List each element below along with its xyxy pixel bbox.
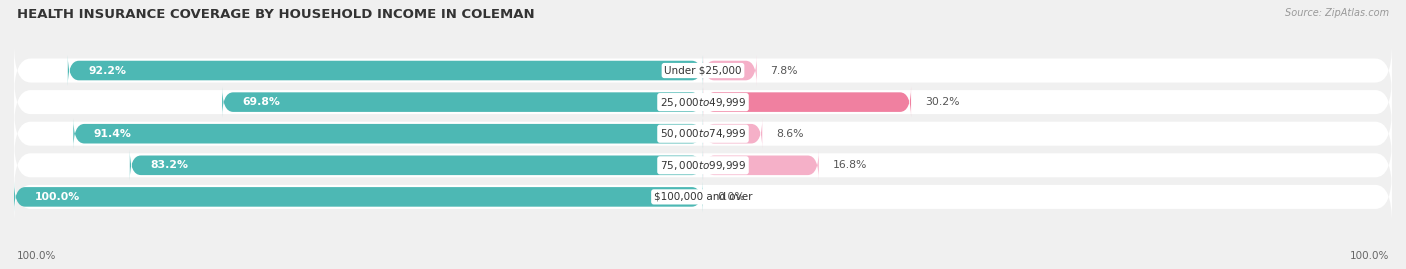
FancyBboxPatch shape [14, 76, 1392, 128]
FancyBboxPatch shape [14, 181, 703, 212]
FancyBboxPatch shape [14, 139, 1392, 191]
Text: $100,000 and over: $100,000 and over [654, 192, 752, 202]
Text: 30.2%: 30.2% [925, 97, 959, 107]
Text: 7.8%: 7.8% [770, 66, 799, 76]
FancyBboxPatch shape [14, 45, 1392, 96]
Text: 69.8%: 69.8% [243, 97, 281, 107]
Text: 100.0%: 100.0% [35, 192, 80, 202]
FancyBboxPatch shape [129, 150, 703, 181]
FancyBboxPatch shape [703, 87, 911, 118]
FancyBboxPatch shape [73, 118, 703, 149]
Text: HEALTH INSURANCE COVERAGE BY HOUSEHOLD INCOME IN COLEMAN: HEALTH INSURANCE COVERAGE BY HOUSEHOLD I… [17, 8, 534, 21]
Text: 0.0%: 0.0% [717, 192, 745, 202]
Text: 16.8%: 16.8% [832, 160, 868, 170]
Text: $75,000 to $99,999: $75,000 to $99,999 [659, 159, 747, 172]
Text: 83.2%: 83.2% [150, 160, 188, 170]
FancyBboxPatch shape [703, 55, 756, 86]
Text: 8.6%: 8.6% [776, 129, 803, 139]
Text: 91.4%: 91.4% [94, 129, 132, 139]
Text: 92.2%: 92.2% [89, 66, 127, 76]
Text: 100.0%: 100.0% [1350, 251, 1389, 261]
FancyBboxPatch shape [67, 55, 703, 86]
FancyBboxPatch shape [14, 171, 1392, 223]
FancyBboxPatch shape [703, 150, 818, 181]
Text: Source: ZipAtlas.com: Source: ZipAtlas.com [1285, 8, 1389, 18]
FancyBboxPatch shape [222, 87, 703, 118]
Text: $25,000 to $49,999: $25,000 to $49,999 [659, 95, 747, 109]
Text: 100.0%: 100.0% [17, 251, 56, 261]
FancyBboxPatch shape [703, 118, 762, 149]
Text: $50,000 to $74,999: $50,000 to $74,999 [659, 127, 747, 140]
FancyBboxPatch shape [14, 108, 1392, 160]
Text: Under $25,000: Under $25,000 [664, 66, 742, 76]
